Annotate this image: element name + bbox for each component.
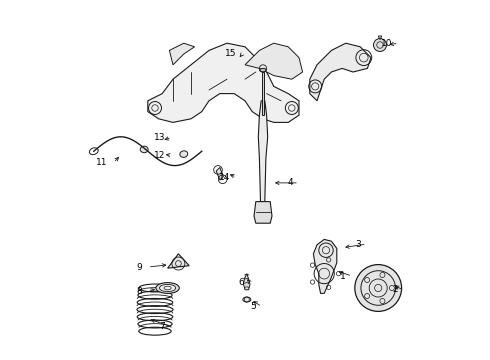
- Polygon shape: [258, 101, 268, 202]
- Text: 10: 10: [381, 39, 392, 48]
- Polygon shape: [244, 274, 250, 290]
- Ellipse shape: [243, 297, 251, 302]
- Polygon shape: [168, 254, 189, 268]
- Polygon shape: [216, 167, 223, 180]
- Polygon shape: [170, 43, 195, 65]
- Text: 3: 3: [355, 240, 361, 248]
- Text: 9: 9: [136, 263, 142, 272]
- Ellipse shape: [160, 284, 176, 292]
- Ellipse shape: [180, 151, 188, 157]
- Circle shape: [355, 265, 402, 311]
- Polygon shape: [254, 202, 272, 223]
- Text: 13: 13: [154, 133, 166, 142]
- Text: 6: 6: [238, 278, 244, 287]
- Text: 8: 8: [136, 287, 142, 296]
- Text: 5: 5: [250, 302, 256, 311]
- Polygon shape: [148, 43, 299, 122]
- Circle shape: [373, 39, 387, 51]
- Polygon shape: [310, 43, 371, 101]
- Text: 14: 14: [219, 173, 231, 182]
- Text: 15: 15: [225, 49, 237, 58]
- Text: 1: 1: [341, 271, 346, 281]
- Text: 4: 4: [287, 179, 293, 188]
- Ellipse shape: [140, 146, 148, 153]
- Text: 12: 12: [154, 151, 166, 160]
- Polygon shape: [378, 36, 382, 40]
- Text: 2: 2: [392, 285, 398, 294]
- Text: 7: 7: [160, 323, 166, 331]
- Text: 11: 11: [96, 158, 107, 167]
- Polygon shape: [262, 72, 264, 115]
- Polygon shape: [314, 239, 337, 293]
- Ellipse shape: [156, 283, 179, 293]
- Polygon shape: [245, 43, 303, 79]
- Ellipse shape: [260, 68, 266, 72]
